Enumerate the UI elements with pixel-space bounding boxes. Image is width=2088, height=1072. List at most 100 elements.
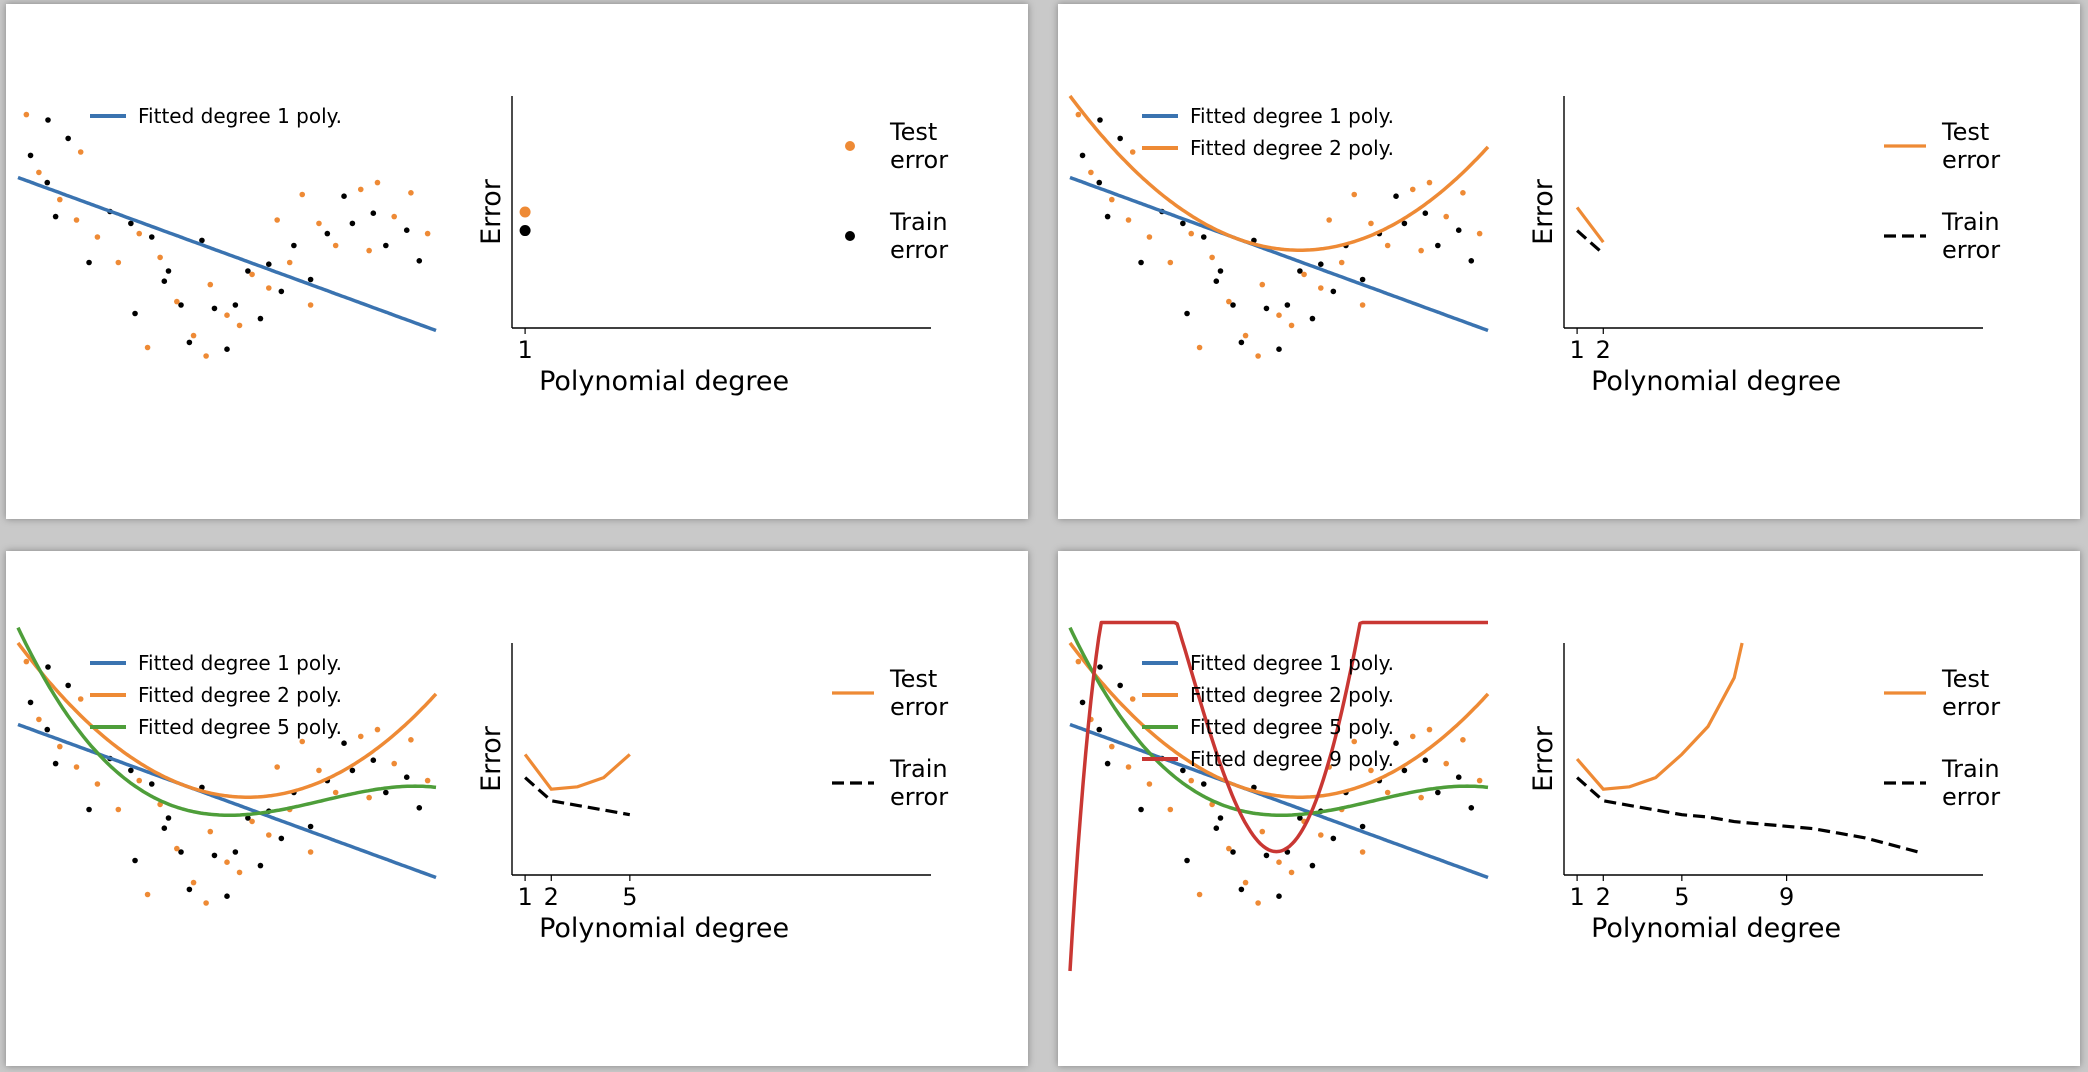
train-point bbox=[161, 278, 168, 285]
train-point bbox=[245, 815, 251, 821]
train-point bbox=[349, 767, 356, 774]
fit-legend-label: Fitted degree 9 poly. bbox=[1190, 747, 1394, 771]
train-point bbox=[1117, 135, 1123, 142]
train-point bbox=[186, 886, 193, 893]
test-legend-label-line: error bbox=[1942, 693, 2000, 721]
train-point bbox=[1297, 268, 1303, 274]
test-point bbox=[203, 353, 209, 359]
test-point bbox=[1409, 186, 1416, 193]
test-point bbox=[1384, 242, 1391, 249]
x-tick-label: 1 bbox=[517, 336, 532, 364]
train-point bbox=[178, 849, 184, 855]
train-point bbox=[1276, 346, 1282, 353]
x-tick-label: 2 bbox=[1596, 336, 1611, 364]
train-point bbox=[1393, 740, 1399, 746]
train-point bbox=[1217, 268, 1224, 274]
test-point bbox=[115, 259, 122, 266]
train-point bbox=[1138, 806, 1144, 813]
test-point bbox=[1288, 869, 1295, 876]
train-error-line bbox=[1576, 776, 1918, 854]
test-point bbox=[366, 794, 372, 801]
train-legend-label-line: Train bbox=[1941, 208, 2000, 236]
train-point bbox=[349, 220, 356, 227]
fit-legend-label: Fitted degree 1 poly. bbox=[138, 651, 342, 675]
train-point bbox=[1238, 339, 1245, 346]
train-point bbox=[257, 862, 264, 869]
fit-legend-label: Fitted degree 1 poly. bbox=[1190, 104, 1394, 128]
test-point bbox=[1259, 828, 1266, 835]
fit-legend-label: Fitted degree 2 poly. bbox=[1190, 136, 1394, 160]
test-point bbox=[190, 332, 197, 339]
train-point bbox=[1117, 682, 1123, 689]
x-tick-label: 1 bbox=[1569, 336, 1584, 364]
test-point bbox=[1460, 737, 1466, 743]
train-point bbox=[403, 774, 410, 780]
test-point bbox=[1188, 777, 1195, 784]
test-point bbox=[224, 859, 230, 865]
test-point bbox=[36, 169, 42, 176]
test-point bbox=[1276, 312, 1282, 319]
train-error-line bbox=[524, 776, 631, 817]
train-point bbox=[1180, 767, 1186, 774]
test-legend-label-line: Test bbox=[889, 118, 937, 146]
train-point bbox=[403, 227, 410, 233]
test-point bbox=[357, 733, 364, 740]
test-point bbox=[77, 696, 84, 702]
train-point bbox=[128, 767, 134, 774]
test-point bbox=[94, 781, 101, 787]
train-point bbox=[245, 268, 251, 274]
test-point bbox=[408, 190, 414, 196]
train-point bbox=[1263, 852, 1270, 859]
train-point bbox=[186, 339, 193, 346]
x-tick-label: 2 bbox=[544, 883, 559, 911]
train-point bbox=[65, 135, 71, 142]
fit-curve-degree-1 bbox=[1069, 175, 1489, 333]
test-point bbox=[1426, 179, 1433, 186]
y-axis-label: Error bbox=[1528, 178, 1559, 245]
train-legend-label: Train error bbox=[889, 208, 948, 264]
test-point bbox=[1443, 760, 1449, 767]
fit-curve-degree-2 bbox=[1068, 94, 1490, 252]
test-point bbox=[1146, 781, 1153, 787]
train-point bbox=[199, 237, 205, 244]
panel-degree-1: Fitted degree 1 poly. 1 Polynomial degree E… bbox=[6, 4, 1028, 519]
test-point bbox=[1338, 259, 1345, 266]
panel-degree-2: Fitted degree 1 poly. Fitted degree 2 pol… bbox=[1058, 4, 2080, 519]
test-point bbox=[1196, 891, 1203, 898]
train-point bbox=[27, 699, 34, 706]
train-point bbox=[1401, 767, 1408, 774]
panel-degree-9: Fitted degree 1 poly. Fitted degree 2 pol… bbox=[1058, 551, 2080, 1066]
test-point bbox=[207, 281, 214, 288]
test-point bbox=[174, 298, 180, 305]
test-legend-swatch bbox=[845, 141, 855, 151]
train-point bbox=[1104, 213, 1111, 220]
test-point bbox=[1075, 111, 1082, 118]
train-legend-label-line: error bbox=[1942, 783, 2000, 811]
train-point bbox=[1213, 278, 1220, 285]
test-point bbox=[236, 322, 243, 329]
train-point bbox=[278, 288, 285, 295]
test-point bbox=[190, 879, 197, 886]
test-point bbox=[249, 271, 255, 278]
train-point bbox=[1104, 760, 1111, 767]
train-point bbox=[1230, 849, 1236, 855]
train-point bbox=[45, 664, 51, 670]
train-point bbox=[278, 835, 285, 842]
test-point bbox=[366, 247, 372, 254]
train-point bbox=[324, 230, 331, 237]
test-point bbox=[1351, 738, 1358, 745]
fit-legend-label: Fitted degree 5 poly. bbox=[1190, 715, 1394, 739]
train-point bbox=[416, 805, 423, 811]
test-legend-label-line: error bbox=[890, 146, 948, 174]
x-axis-label: Polynomial degree bbox=[539, 913, 789, 944]
test-legend-label: Test error bbox=[1941, 665, 2000, 721]
test-point bbox=[1460, 190, 1466, 196]
train-point bbox=[224, 346, 230, 353]
train-point bbox=[1309, 862, 1316, 869]
fit-curve-degree-5 bbox=[16, 626, 437, 817]
test-point bbox=[1476, 777, 1483, 784]
test-legend-label-line: error bbox=[1942, 146, 2000, 174]
train-point bbox=[1097, 664, 1103, 670]
train-point bbox=[44, 726, 51, 733]
test-point bbox=[224, 312, 230, 319]
